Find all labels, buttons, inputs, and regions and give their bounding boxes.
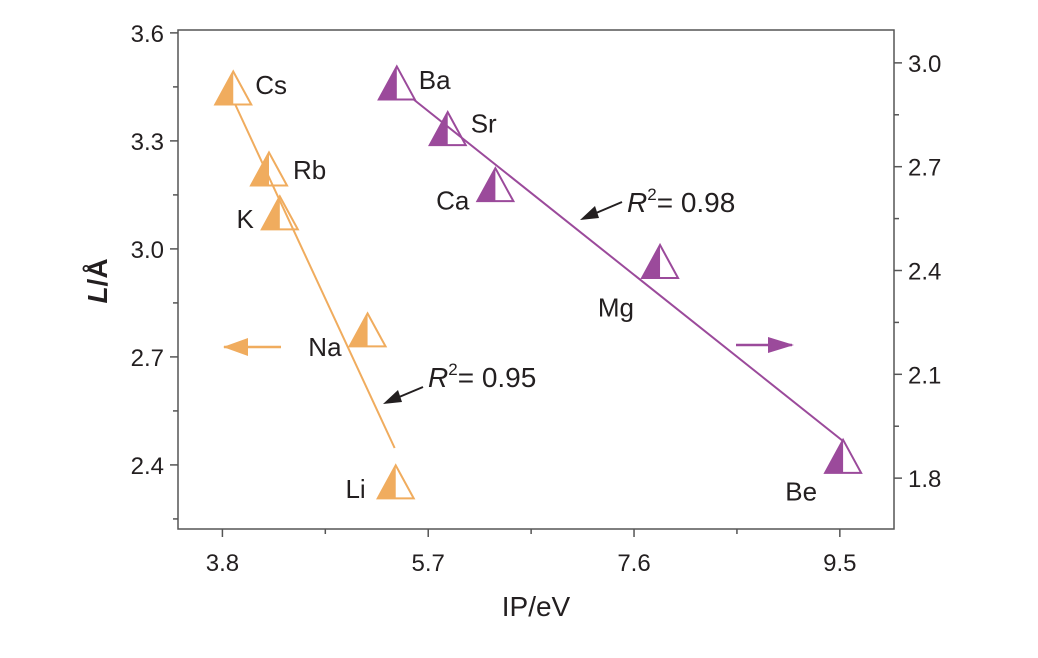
data-point-Cs: Cs [213, 69, 287, 106]
data-point-Be: Be [785, 437, 863, 506]
y-left-tick-label: 2.4 [131, 453, 164, 480]
marker-outline [249, 150, 289, 187]
marker-outline [823, 437, 863, 474]
svg-text:R2= 0.95: R2= 0.95 [428, 360, 536, 393]
point-label: Na [308, 332, 342, 362]
data-point-Ba: Ba [377, 64, 451, 101]
y-left-tick-label: 3.0 [131, 237, 164, 264]
point-label: Be [785, 476, 817, 506]
y-axis-label: L/Å [82, 258, 113, 303]
y-right-tick-label: 2.4 [908, 259, 941, 286]
y-left-tick-label: 3.3 [131, 129, 164, 156]
y-axis-label-var: L [82, 286, 113, 303]
r2-annotation-alkaline-earth: R2= 0.98 [580, 185, 735, 220]
right-axis-arrow [736, 337, 794, 353]
marker-outline [376, 463, 416, 500]
marker-outline [428, 110, 468, 147]
x-tick-label: 3.8 [206, 550, 239, 577]
data-point-K: K [236, 194, 300, 234]
data-point-Mg: Mg [598, 242, 680, 323]
point-label: Cs [255, 70, 287, 100]
y-axis-label-unit: /Å [82, 258, 113, 286]
data-point-Li: Li [345, 463, 416, 504]
plot-frame [177, 29, 895, 530]
marker-outline [475, 166, 516, 203]
point-label: K [236, 204, 254, 234]
data-point-Na: Na [308, 311, 388, 362]
left-axis-arrow [223, 338, 281, 356]
point-label: Mg [598, 293, 634, 323]
y-right-tick-label: 2.7 [908, 155, 941, 182]
data-point-Ca: Ca [436, 166, 516, 216]
marker-outline [213, 69, 253, 106]
x-tick-label: 5.7 [412, 550, 445, 577]
fit-line-alkali [234, 104, 396, 449]
x-tick-label: 7.6 [617, 550, 650, 577]
marker-outline [377, 64, 417, 101]
r2-annotation-alkali: R2= 0.95 [383, 360, 536, 404]
data-point-Rb: Rb [249, 150, 326, 187]
point-label: Ca [436, 186, 470, 216]
y-left-tick-label: 2.7 [131, 345, 164, 372]
y-right-tick-label: 1.8 [908, 466, 941, 493]
data-point-Sr: Sr [428, 109, 497, 147]
point-label: Ba [419, 65, 451, 95]
point-label: Rb [293, 155, 326, 185]
y-right-tick-label: 3.0 [908, 51, 941, 78]
y-right-tick-label: 2.1 [908, 362, 941, 389]
y-left-tick-label: 3.6 [131, 21, 164, 48]
svg-text:R2= 0.98: R2= 0.98 [627, 185, 735, 218]
marker-outline [640, 242, 680, 280]
fit-line-alkaline-earth [413, 99, 844, 442]
point-label: Sr [471, 109, 497, 139]
x-tick-label: 9.5 [823, 550, 856, 577]
x-axis-label: IP/eV [502, 591, 571, 622]
point-label: Li [345, 474, 365, 504]
marker-outline [260, 194, 300, 231]
marker-outline [347, 311, 388, 348]
